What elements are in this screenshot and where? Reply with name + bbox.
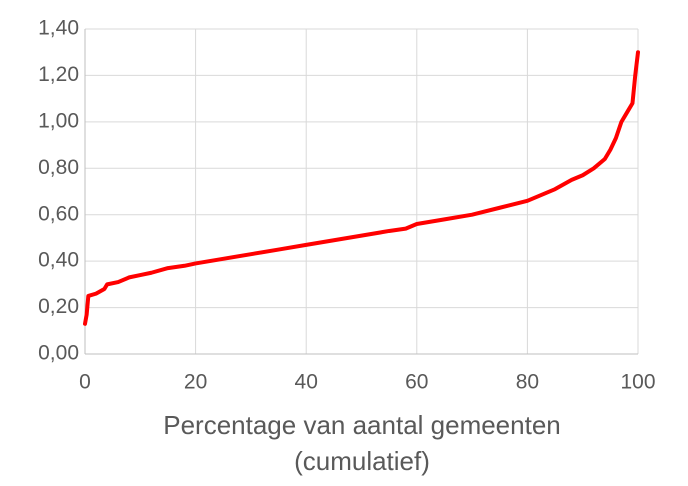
x-axis-label: Percentage van aantal gemeenten [163, 410, 561, 440]
y-tick-label: 1,40 [38, 17, 79, 40]
x-axis-label: (cumulatief) [294, 446, 430, 476]
y-tick-label: 1,00 [38, 109, 79, 132]
x-tick-label: 80 [516, 371, 539, 394]
y-tick-label: 0,80 [38, 156, 79, 179]
x-tick-label: 100 [620, 371, 655, 394]
y-tick-label: 0,60 [38, 202, 79, 225]
x-tick-label: 20 [184, 371, 207, 394]
x-tick-label: 40 [295, 371, 318, 394]
y-tick-label: 1,20 [38, 63, 79, 86]
data-line [83, 50, 640, 326]
x-tick-label: 60 [405, 371, 428, 394]
y-tick-label: 0,40 [38, 249, 79, 272]
y-tick-label: 0,20 [38, 295, 79, 318]
x-tick-label: 0 [79, 371, 91, 394]
y-tick-label: 0,00 [38, 342, 79, 365]
